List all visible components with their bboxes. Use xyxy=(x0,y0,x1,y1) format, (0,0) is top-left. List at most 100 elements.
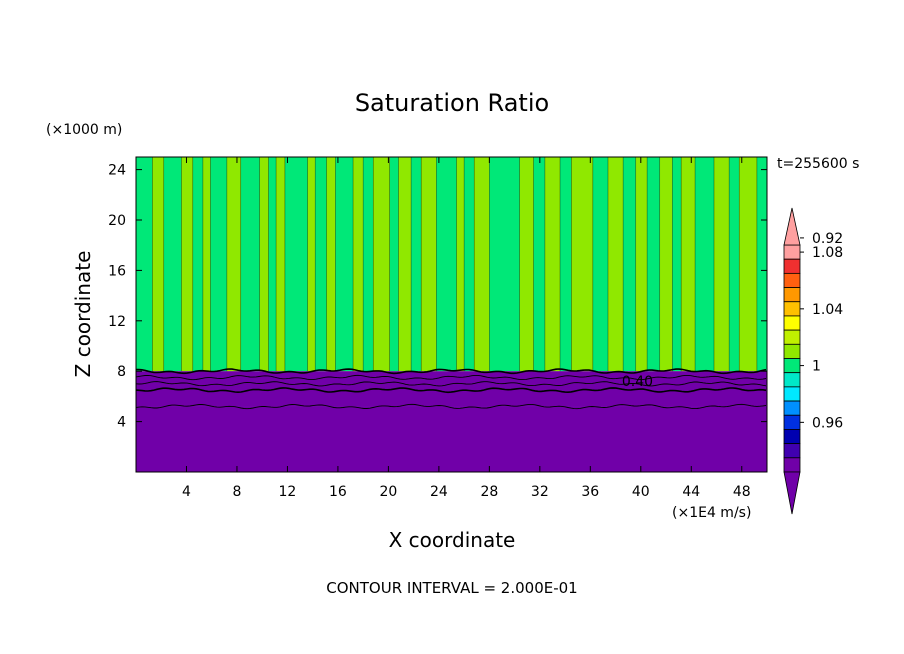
saturation-column xyxy=(398,157,412,372)
x-axis-ticks: 4 8 12 16 20 24 28 32 36 40 44 48 xyxy=(182,157,751,500)
x-tick-label: 44 xyxy=(682,484,700,500)
saturation-column xyxy=(464,157,475,372)
colorbar-label: 1 xyxy=(812,359,821,375)
colorbar-band xyxy=(783,258,801,274)
colorbar-band xyxy=(783,414,801,430)
colorbar-band xyxy=(783,358,801,374)
saturation-column xyxy=(181,157,193,372)
x-tick-label: 12 xyxy=(279,484,297,500)
saturation-column xyxy=(756,157,767,372)
colorbar-band xyxy=(783,457,801,473)
saturation-column xyxy=(436,157,457,372)
saturation-column xyxy=(695,157,714,372)
saturation-column xyxy=(623,157,636,372)
x-unit-label: (×1E4 m/s) xyxy=(672,505,751,521)
y-tick-label: 24 xyxy=(108,163,126,179)
colorbar-band xyxy=(783,443,801,459)
contour-line xyxy=(135,403,767,410)
saturation-column xyxy=(635,157,648,372)
colorbar-under-triangle xyxy=(783,471,801,515)
contour-line xyxy=(135,368,767,375)
saturation-column xyxy=(571,157,593,372)
saturation-column xyxy=(421,157,437,372)
contour-lines xyxy=(135,368,767,410)
colorbar-label: 1.08 xyxy=(812,245,843,261)
x-tick-label: 28 xyxy=(480,484,498,500)
saturation-column xyxy=(353,157,364,372)
x-tick-label: 24 xyxy=(430,484,448,500)
dry-layer-fill xyxy=(136,406,767,472)
x-tick-label: 4 xyxy=(182,484,191,500)
colorbar-band xyxy=(783,372,801,388)
saturation-column xyxy=(592,157,608,372)
saturation-column xyxy=(739,157,757,372)
y-tick-label: 4 xyxy=(117,415,126,431)
saturation-column xyxy=(226,157,241,372)
saturation-column xyxy=(544,157,561,372)
colorbar-band xyxy=(783,272,801,288)
y-axis-label: Z coordinate xyxy=(71,251,95,378)
colorbar-band xyxy=(783,386,801,402)
saturation-column xyxy=(729,157,740,372)
plot-area xyxy=(136,157,767,472)
colorbar: 1.08 1.04 1 0.96 0.92 xyxy=(783,207,843,515)
saturation-column xyxy=(326,157,336,372)
colorbar-label: 0.96 xyxy=(812,415,843,431)
colorbar-label: 1.04 xyxy=(812,302,843,318)
saturation-column xyxy=(373,157,390,372)
saturation-column xyxy=(240,157,260,372)
y-tick-label: 20 xyxy=(108,213,126,229)
colorbar-band xyxy=(783,429,801,445)
x-tick-label: 16 xyxy=(329,484,347,500)
x-axis-label: X coordinate xyxy=(389,528,516,552)
plot-frame xyxy=(135,156,768,473)
x-tick-label: 20 xyxy=(379,484,397,500)
saturation-column xyxy=(284,157,308,372)
saturation-column xyxy=(335,157,354,372)
saturation-column xyxy=(647,157,660,372)
colorbar-band xyxy=(783,244,801,260)
saturation-column xyxy=(268,157,277,372)
y-tick-label: 16 xyxy=(108,263,126,279)
colorbar-band xyxy=(783,315,801,331)
saturation-column xyxy=(560,157,572,372)
colorbar-band xyxy=(783,301,801,317)
time-label: t=255600 s xyxy=(777,156,859,172)
saturation-column xyxy=(607,157,624,372)
saturation-column xyxy=(152,157,164,372)
saturation-column xyxy=(713,157,730,372)
colorbar-band xyxy=(783,329,801,345)
saturation-column xyxy=(276,157,285,372)
x-tick-label: 32 xyxy=(531,484,549,500)
saturation-column xyxy=(519,157,534,372)
saturation-column xyxy=(163,157,182,372)
contour-line xyxy=(135,381,767,387)
saturation-column xyxy=(192,157,203,372)
contour-label: 0.40 xyxy=(622,374,653,390)
saturation-column xyxy=(202,157,211,372)
saturation-column xyxy=(672,157,682,372)
contour-interval-footer: CONTOUR INTERVAL = 2.000E-01 xyxy=(326,579,577,597)
x-tick-label: 48 xyxy=(733,484,751,500)
saturation-column xyxy=(659,157,673,372)
saturation-column xyxy=(489,157,520,372)
y-unit-label: (×1000 m) xyxy=(46,122,122,138)
colorbar-label: 0.92 xyxy=(812,231,843,247)
saturation-column xyxy=(259,157,269,372)
saturation-column xyxy=(474,157,490,372)
chart-title: Saturation Ratio xyxy=(355,89,549,117)
y-tick-label: 12 xyxy=(108,314,126,330)
saturation-column xyxy=(315,157,327,372)
x-tick-label: 8 xyxy=(232,484,241,500)
y-tick-label: 8 xyxy=(117,364,126,380)
colorbar-band xyxy=(783,400,801,416)
colorbar-band xyxy=(783,343,801,359)
x-tick-label: 40 xyxy=(632,484,650,500)
y-axis-ticks: 4 8 12 16 20 24 xyxy=(108,163,767,431)
saturation-column xyxy=(456,157,465,372)
contour-line xyxy=(135,374,767,381)
saturation-column xyxy=(533,157,545,372)
colorbar-over-triangle xyxy=(783,207,801,246)
saturation-column xyxy=(389,157,399,372)
